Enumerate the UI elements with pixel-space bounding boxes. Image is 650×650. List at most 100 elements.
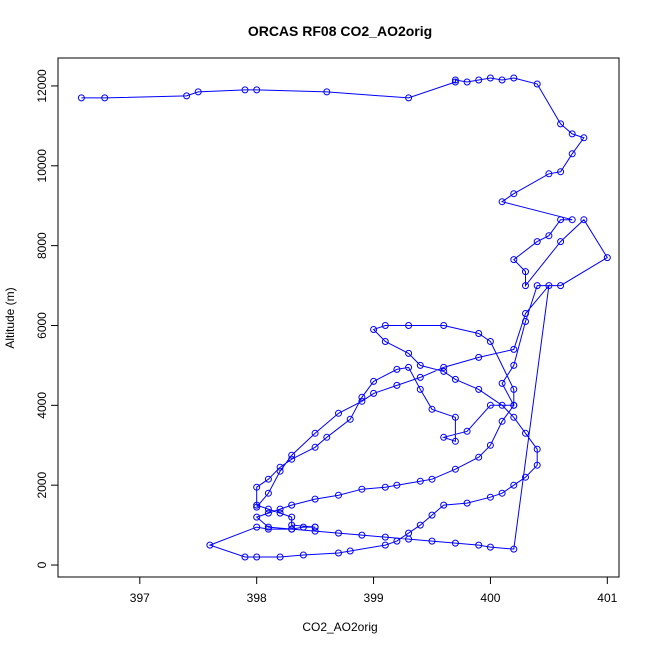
data-point — [533, 80, 541, 88]
data-point — [498, 76, 506, 84]
data-point — [253, 503, 261, 511]
x-axis-label: CO2_AO2orig — [302, 620, 377, 634]
data-point — [381, 338, 389, 345]
data-point — [194, 88, 202, 96]
data-point — [206, 541, 214, 549]
data-point — [253, 501, 261, 509]
data-point — [463, 427, 471, 435]
data-point — [264, 509, 272, 517]
data-point — [346, 415, 354, 423]
data-point — [568, 216, 576, 224]
data-point — [416, 385, 424, 393]
data-point — [253, 86, 261, 94]
data-point — [475, 541, 483, 549]
data-point — [533, 445, 541, 453]
data-point — [416, 361, 424, 369]
data-point — [522, 282, 529, 290]
data-point — [311, 527, 319, 535]
data-point — [276, 467, 284, 475]
data-point — [405, 535, 413, 543]
data-point — [557, 238, 565, 246]
data-point — [358, 393, 366, 401]
data-point — [463, 78, 471, 86]
data-point — [522, 318, 529, 325]
data-point — [475, 453, 483, 461]
data-point — [405, 322, 413, 329]
data-point — [486, 338, 494, 345]
data-point — [510, 413, 518, 421]
data-point — [498, 198, 506, 206]
x-tick-label: 400 — [480, 591, 500, 605]
data-point — [358, 485, 366, 493]
x-tick-label: 397 — [130, 591, 150, 605]
data-point — [428, 475, 436, 483]
chart-title: ORCAS RF08 CO2_AO2orig — [248, 23, 432, 39]
data-point — [533, 282, 541, 290]
data-point — [440, 433, 448, 441]
y-tick-label: 8000 — [35, 232, 49, 259]
data-point — [288, 455, 296, 463]
data-point — [393, 481, 401, 489]
data-point — [77, 94, 85, 102]
series-line — [81, 77, 608, 558]
data-point — [264, 475, 272, 483]
data-point — [393, 365, 401, 373]
data-point — [241, 553, 249, 561]
data-point — [451, 76, 459, 84]
data-point — [101, 94, 109, 102]
data-point — [241, 86, 249, 94]
data-point — [416, 477, 424, 485]
y-tick-label: 0 — [35, 561, 49, 568]
data-point — [510, 545, 518, 553]
data-point — [510, 401, 518, 409]
data-point — [288, 521, 296, 529]
data-point — [335, 409, 342, 417]
y-tick-label: 10000 — [35, 149, 49, 183]
data-point — [276, 463, 284, 471]
y-tick-label: 2000 — [35, 472, 49, 499]
data-point — [393, 381, 401, 389]
data-point — [323, 88, 331, 96]
data-point — [381, 533, 389, 541]
series-lines — [81, 77, 608, 558]
data-point — [381, 541, 389, 549]
data-point — [253, 513, 261, 521]
data-point — [475, 385, 483, 393]
data-point — [463, 499, 471, 507]
data-point — [440, 367, 448, 375]
x-tick-label: 399 — [364, 591, 384, 605]
data-point — [451, 539, 459, 547]
x-tick-label: 398 — [247, 591, 267, 605]
plot-frame — [57, 57, 620, 578]
x-tick-label: 401 — [597, 591, 617, 605]
data-point — [264, 525, 272, 533]
data-point — [416, 373, 424, 381]
data-point — [264, 523, 272, 531]
data-point — [498, 417, 506, 425]
data-point — [451, 375, 459, 383]
data-point — [358, 531, 366, 539]
data-point — [603, 254, 611, 262]
data-point — [557, 168, 565, 176]
data-point — [253, 483, 261, 491]
x-axis: 397 398 399 400 401 — [130, 577, 618, 605]
data-point — [264, 489, 272, 497]
data-point — [381, 322, 389, 329]
data-point — [253, 553, 261, 561]
data-point — [510, 256, 518, 264]
y-tick-label: 12000 — [35, 69, 49, 103]
data-point — [405, 94, 413, 102]
data-point — [323, 433, 331, 441]
data-point — [522, 473, 529, 481]
y-tick-label: 6000 — [35, 312, 49, 339]
data-point — [370, 377, 378, 385]
data-point — [335, 529, 342, 537]
data-point — [451, 437, 459, 445]
data-point — [475, 76, 483, 84]
data-point — [416, 521, 424, 529]
data-point — [276, 553, 284, 561]
data-point — [580, 216, 588, 224]
data-point — [498, 489, 506, 497]
data-point — [335, 549, 342, 557]
data-point — [428, 511, 436, 519]
